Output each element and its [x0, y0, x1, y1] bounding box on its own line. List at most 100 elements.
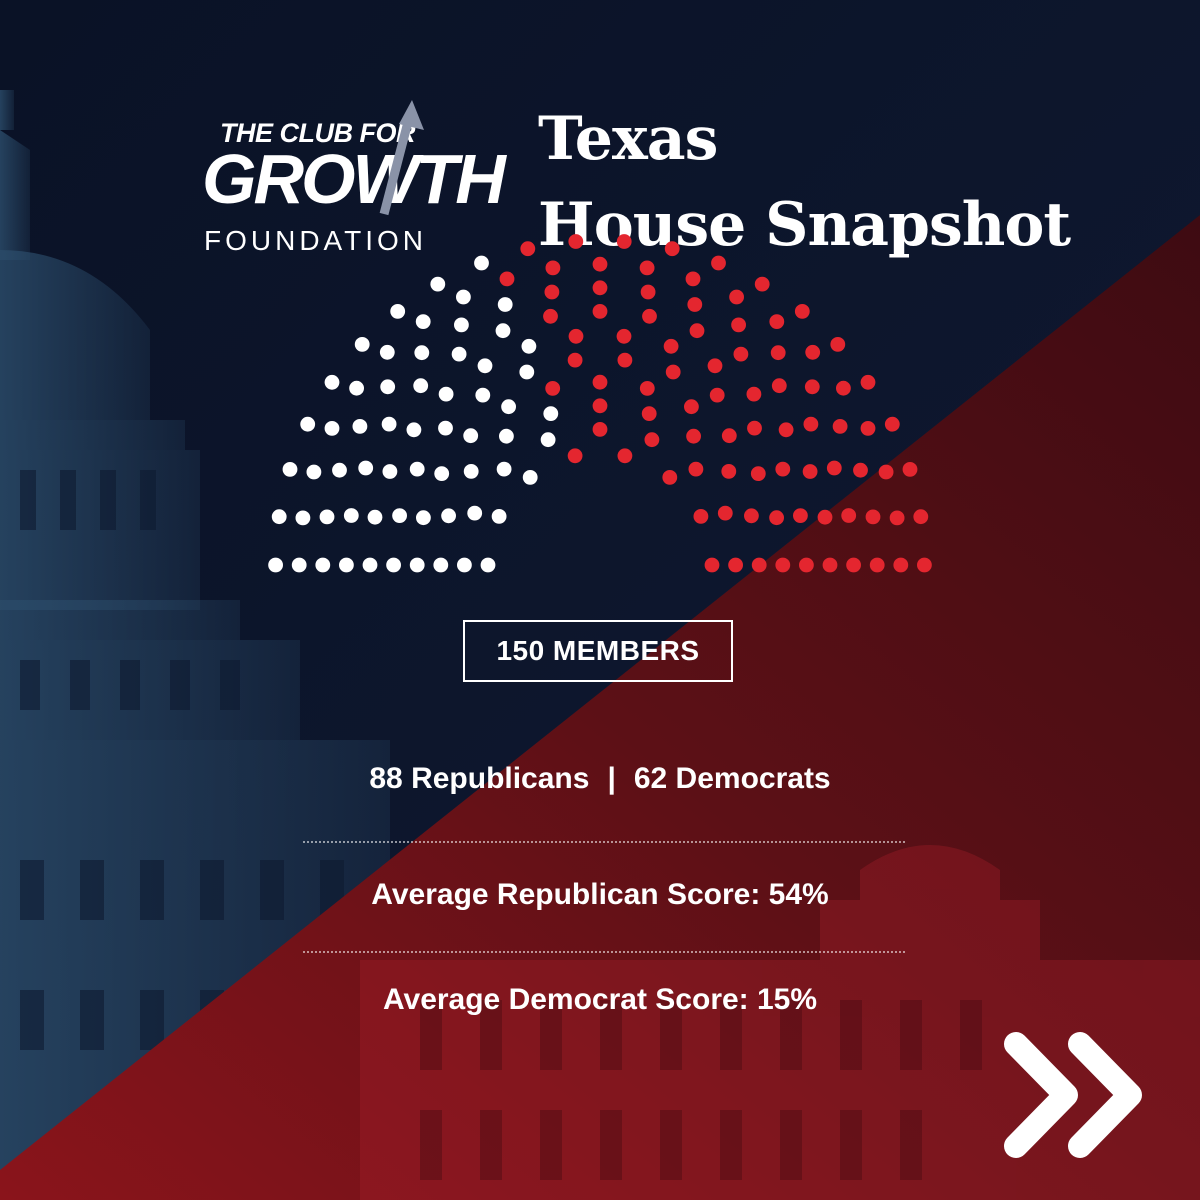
seat-republicans	[830, 337, 846, 352]
count-separator: |	[607, 762, 616, 795]
seat-democrats	[409, 461, 425, 477]
seat-republicans	[869, 557, 885, 573]
seat-democrats	[382, 464, 398, 479]
seat-democrats	[457, 557, 472, 573]
seat-republicans	[665, 364, 681, 380]
seat-republicans	[689, 323, 705, 339]
seat-democrats	[315, 557, 331, 573]
seat-democrats	[381, 416, 397, 432]
seat-republicans	[802, 464, 818, 479]
seat-republicans	[617, 352, 633, 368]
seat-republicans	[639, 260, 655, 276]
seat-republicans	[731, 317, 746, 333]
seat-republicans	[693, 509, 709, 524]
seat-democrats	[332, 462, 347, 478]
seat-republicans	[744, 508, 759, 524]
seat-republicans	[889, 510, 905, 526]
seat-republicans	[822, 557, 838, 573]
seat-democrats	[416, 510, 431, 526]
seat-democrats	[339, 557, 354, 573]
seat-democrats	[282, 462, 298, 477]
seat-democrats	[367, 509, 383, 525]
seat-republicans	[917, 557, 932, 573]
seat-democrats	[433, 557, 449, 573]
seat-democrats	[354, 337, 370, 352]
club-for-growth-logo: THE CLUB FOR GROWTH FOUNDATION	[196, 96, 506, 266]
seat-republicans	[846, 557, 861, 573]
seat-republicans	[639, 381, 655, 396]
seat-republicans	[721, 428, 737, 444]
seat-republicans	[568, 234, 584, 249]
seat-democrats	[454, 317, 469, 333]
seat-republicans	[640, 284, 656, 300]
seat-republicans	[592, 256, 608, 272]
seat-republicans	[728, 557, 743, 573]
seat-republicans	[853, 462, 868, 478]
seat-democrats	[379, 344, 395, 360]
seat-democrats	[434, 466, 450, 481]
seat-democrats	[501, 399, 516, 415]
seat-republicans	[617, 448, 633, 464]
seat-democrats	[349, 380, 364, 396]
seat-democrats	[463, 464, 479, 479]
seat-republicans	[799, 557, 814, 573]
seat-republicans	[778, 422, 794, 438]
seat-democrats	[491, 509, 507, 524]
seat-democrats	[522, 470, 538, 485]
seat-republicans	[662, 470, 678, 485]
seat-democrats	[467, 505, 483, 521]
seat-republicans	[826, 460, 842, 476]
seat-republicans	[793, 508, 808, 523]
seat-republicans	[707, 358, 723, 374]
seat-republicans	[913, 509, 929, 525]
seat-democrats	[300, 416, 316, 432]
seat-republicans	[832, 419, 848, 434]
seat-democrats	[362, 557, 378, 573]
seat-democrats	[543, 406, 559, 421]
seat-republicans	[747, 420, 762, 436]
seat-republicans	[592, 304, 608, 319]
seat-republicans	[641, 406, 657, 421]
seat-republicans	[775, 461, 791, 477]
logo-text-line3: FOUNDATION	[204, 225, 428, 256]
seat-democrats	[413, 378, 429, 394]
seat-democrats	[495, 323, 511, 339]
seat-republicans	[746, 386, 762, 402]
seat-republicans	[804, 379, 820, 395]
logo-text-line2: GROWTH	[202, 140, 506, 218]
seat-republicans	[644, 432, 660, 448]
seat-democrats	[324, 421, 340, 436]
seat-democrats	[295, 510, 311, 526]
seat-democrats	[475, 387, 491, 403]
seat-republicans	[751, 557, 767, 573]
seat-republicans	[770, 345, 786, 361]
seat-republicans	[771, 378, 787, 394]
seat-democrats	[343, 508, 359, 523]
seat-democrats	[390, 304, 406, 319]
seat-democrats	[451, 346, 467, 362]
average-democrat-score: Average Democrat Score: 15%	[382, 983, 818, 1016]
seat-democrats	[477, 358, 493, 374]
seat-republicans	[642, 308, 657, 324]
seat-republicans	[567, 448, 583, 464]
seat-democrats	[352, 419, 368, 434]
seat-republicans	[817, 509, 833, 525]
seat-republicans	[860, 374, 876, 390]
seat-republicans	[733, 346, 749, 362]
seat-republicans	[805, 344, 821, 360]
seat-republicans	[860, 421, 876, 436]
seat-republicans	[663, 338, 679, 354]
seat-democrats	[406, 422, 422, 438]
seat-republicans	[592, 374, 608, 390]
seat-republicans	[775, 557, 791, 573]
seat-democrats	[497, 297, 513, 312]
seat-democrats	[519, 364, 535, 380]
seat-republicans	[616, 328, 632, 344]
double-chevron-right-icon[interactable]	[1002, 1030, 1147, 1160]
seat-republicans	[794, 304, 810, 319]
seat-republicans	[687, 297, 703, 312]
seat-democrats	[319, 509, 335, 525]
seat-democrats	[268, 557, 283, 573]
